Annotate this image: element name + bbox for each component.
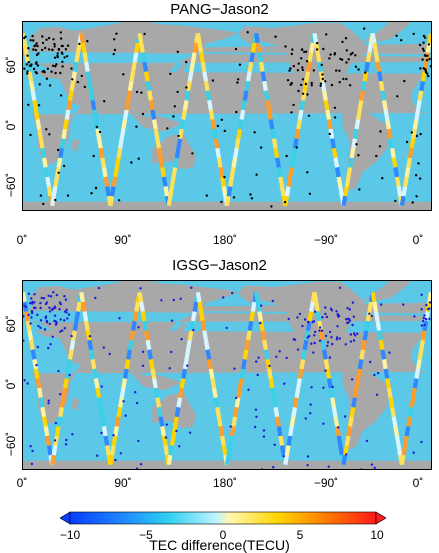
x-tick-180: 180˚ <box>212 233 238 247</box>
colorbar-label: TEC difference(TECU) <box>149 537 290 553</box>
x-tick-0-p2: 0˚ <box>16 476 28 490</box>
map-panel-2 <box>22 280 432 470</box>
panel-1-title: PANG−Jason2 <box>170 1 269 18</box>
x-tick-0: 0˚ <box>16 233 28 247</box>
world-map-1 <box>23 22 431 210</box>
colorbar-tick-5: 5 <box>296 528 304 542</box>
x-tick-neg90: −90˚ <box>313 233 339 247</box>
y-tick-neg60: −60˚ <box>4 172 18 198</box>
colorbar-tick-neg10: −10 <box>59 528 81 542</box>
y-tick-0-p2: 0˚ <box>4 378 18 390</box>
y-tick-60-p2: 60˚ <box>4 315 18 333</box>
y-tick-60: 60˚ <box>4 56 18 74</box>
y-tick-neg60-p2: −60˚ <box>4 431 18 457</box>
x-tick-360-p2: 0˚ <box>412 476 424 490</box>
x-tick-180-p2: 180˚ <box>212 476 238 490</box>
colorbar-tick-0: 0 <box>219 528 227 542</box>
y-tick-0: 0˚ <box>4 119 18 131</box>
x-tick-360: 0˚ <box>412 233 424 247</box>
colorbar <box>59 511 387 525</box>
x-tick-90-p2: 90˚ <box>114 476 132 490</box>
colorbar-tick-neg5: −5 <box>139 528 153 542</box>
world-map-2 <box>23 281 431 469</box>
map-panel-1 <box>22 21 432 211</box>
x-tick-neg90-p2: −90˚ <box>313 476 339 490</box>
panel-2-title: IGSG−Jason2 <box>172 257 267 274</box>
colorbar-tick-10: 10 <box>370 528 384 542</box>
x-tick-90: 90˚ <box>114 233 132 247</box>
